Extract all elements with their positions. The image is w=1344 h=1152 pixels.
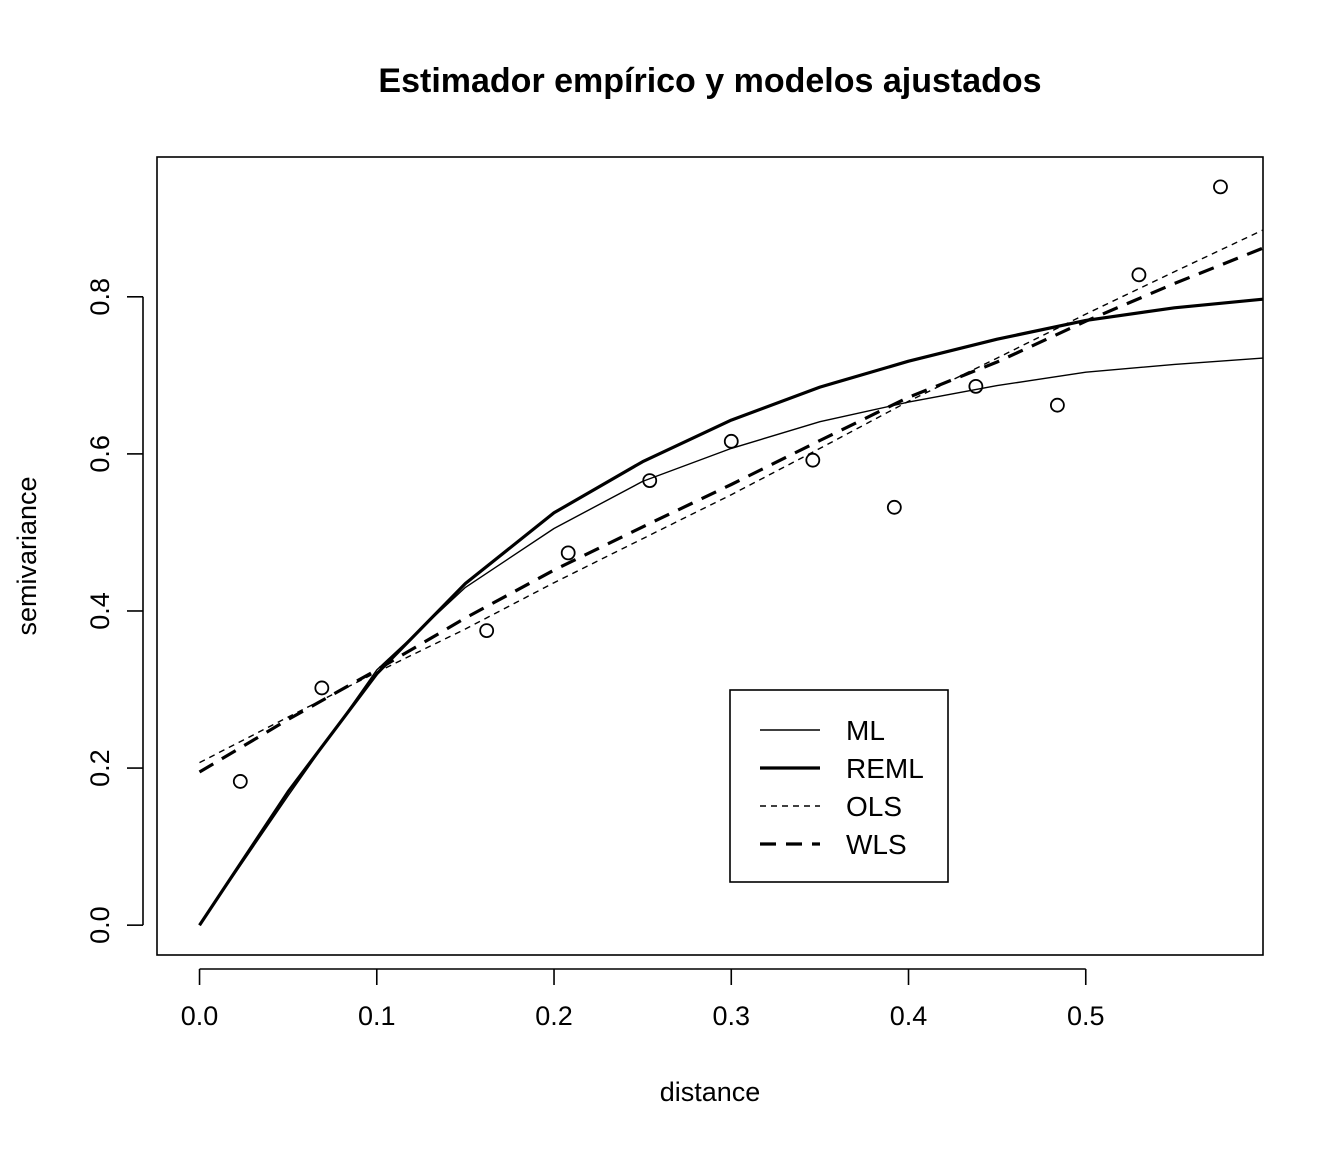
data-point — [642, 473, 658, 488]
data-point — [479, 623, 495, 639]
chart-title: Estimador empírico y modelos ajustados — [378, 62, 1041, 100]
y-tick-label: 0.6 — [85, 435, 115, 473]
data-point — [968, 378, 984, 394]
x-tick-label: 0.2 — [535, 1001, 573, 1031]
data-point — [886, 499, 902, 515]
legend-label-reml: REML — [846, 753, 924, 784]
x-tick-label: 0.0 — [181, 1001, 219, 1031]
x-tick-label: 0.1 — [358, 1001, 396, 1031]
y-axis-label: semivariance — [12, 476, 42, 635]
series-line-ols — [199, 229, 1263, 764]
y-tick-label: 0.0 — [85, 906, 115, 944]
series-line-wls — [198, 246, 1263, 774]
x-axis: 0.0 0.1 0.2 0.3 0.4 0.5 — [181, 968, 1105, 1031]
legend-label-wls: WLS — [846, 829, 907, 860]
x-axis-label: distance — [660, 1077, 761, 1107]
x-tick-label: 0.3 — [712, 1001, 750, 1031]
y-tick-label: 0.8 — [85, 278, 115, 316]
data-point — [723, 433, 739, 449]
data-point — [232, 774, 248, 789]
empirical-points — [232, 179, 1228, 789]
data-point — [1131, 267, 1147, 283]
legend: ML REML OLS WLS — [729, 689, 949, 883]
legend-items: ML REML OLS WLS — [760, 715, 924, 860]
data-point — [1049, 397, 1065, 413]
legend-label-ml: ML — [846, 715, 885, 746]
y-axis: 0.0 0.2 0.4 0.6 0.8 — [85, 278, 144, 944]
legend-label-ols: OLS — [846, 791, 902, 822]
x-tick-label: 0.4 — [890, 1001, 928, 1031]
legend-box — [729, 689, 949, 883]
data-point — [314, 680, 330, 696]
data-point — [805, 452, 821, 468]
plot-frame — [156, 156, 1264, 956]
y-tick-label: 0.2 — [85, 749, 115, 787]
data-point — [560, 545, 576, 561]
y-tick-label: 0.4 — [85, 592, 115, 630]
data-point — [1213, 179, 1228, 195]
x-tick-label: 0.5 — [1067, 1001, 1105, 1031]
